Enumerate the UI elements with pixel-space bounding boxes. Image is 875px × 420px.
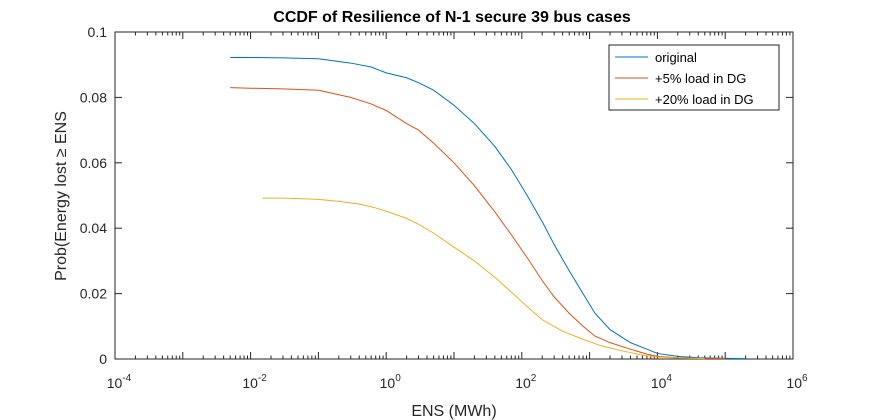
x-tick-label: 10-2 [242,373,267,391]
x-tick-label: 106 [786,373,808,391]
series-line-2 [262,197,705,360]
legend-label-original: original [655,50,697,65]
y-tick-label: 0 [99,351,107,367]
y-tick-label: 0.08 [80,89,107,105]
series-lines [230,57,746,360]
y-tick-label: 0.04 [80,220,107,236]
chart-title: CCDF of Resilience of N-1 secure 39 bus … [273,9,631,26]
x-tick-label: 102 [515,373,537,391]
y-tick-labels: 0 0.02 0.04 0.06 0.08 0.1 [80,24,107,367]
y-axis-label: Prob(Energy lost ≥ ENS [53,111,70,281]
legend-label-5pct: +5% load in DG [655,71,746,86]
series-line-0 [230,57,746,360]
legend-label-20pct: +20% load in DG [655,92,754,107]
x-tick-label: 100 [380,373,402,391]
axis-ticks [114,31,794,360]
x-axis-label: ENS (MWh) [411,403,496,420]
y-tick-label: 0.1 [88,24,108,40]
y-tick-label: 0.02 [80,286,107,302]
x-tick-label: 10-4 [107,373,132,391]
x-tick-label: 104 [651,373,673,391]
series-line-1 [230,87,726,360]
x-tick-labels: 10-4 10-2 100 102 104 106 [107,373,808,391]
legend: original +5% load in DG +20% load in DG [608,44,780,111]
y-tick-label: 0.06 [80,155,107,171]
